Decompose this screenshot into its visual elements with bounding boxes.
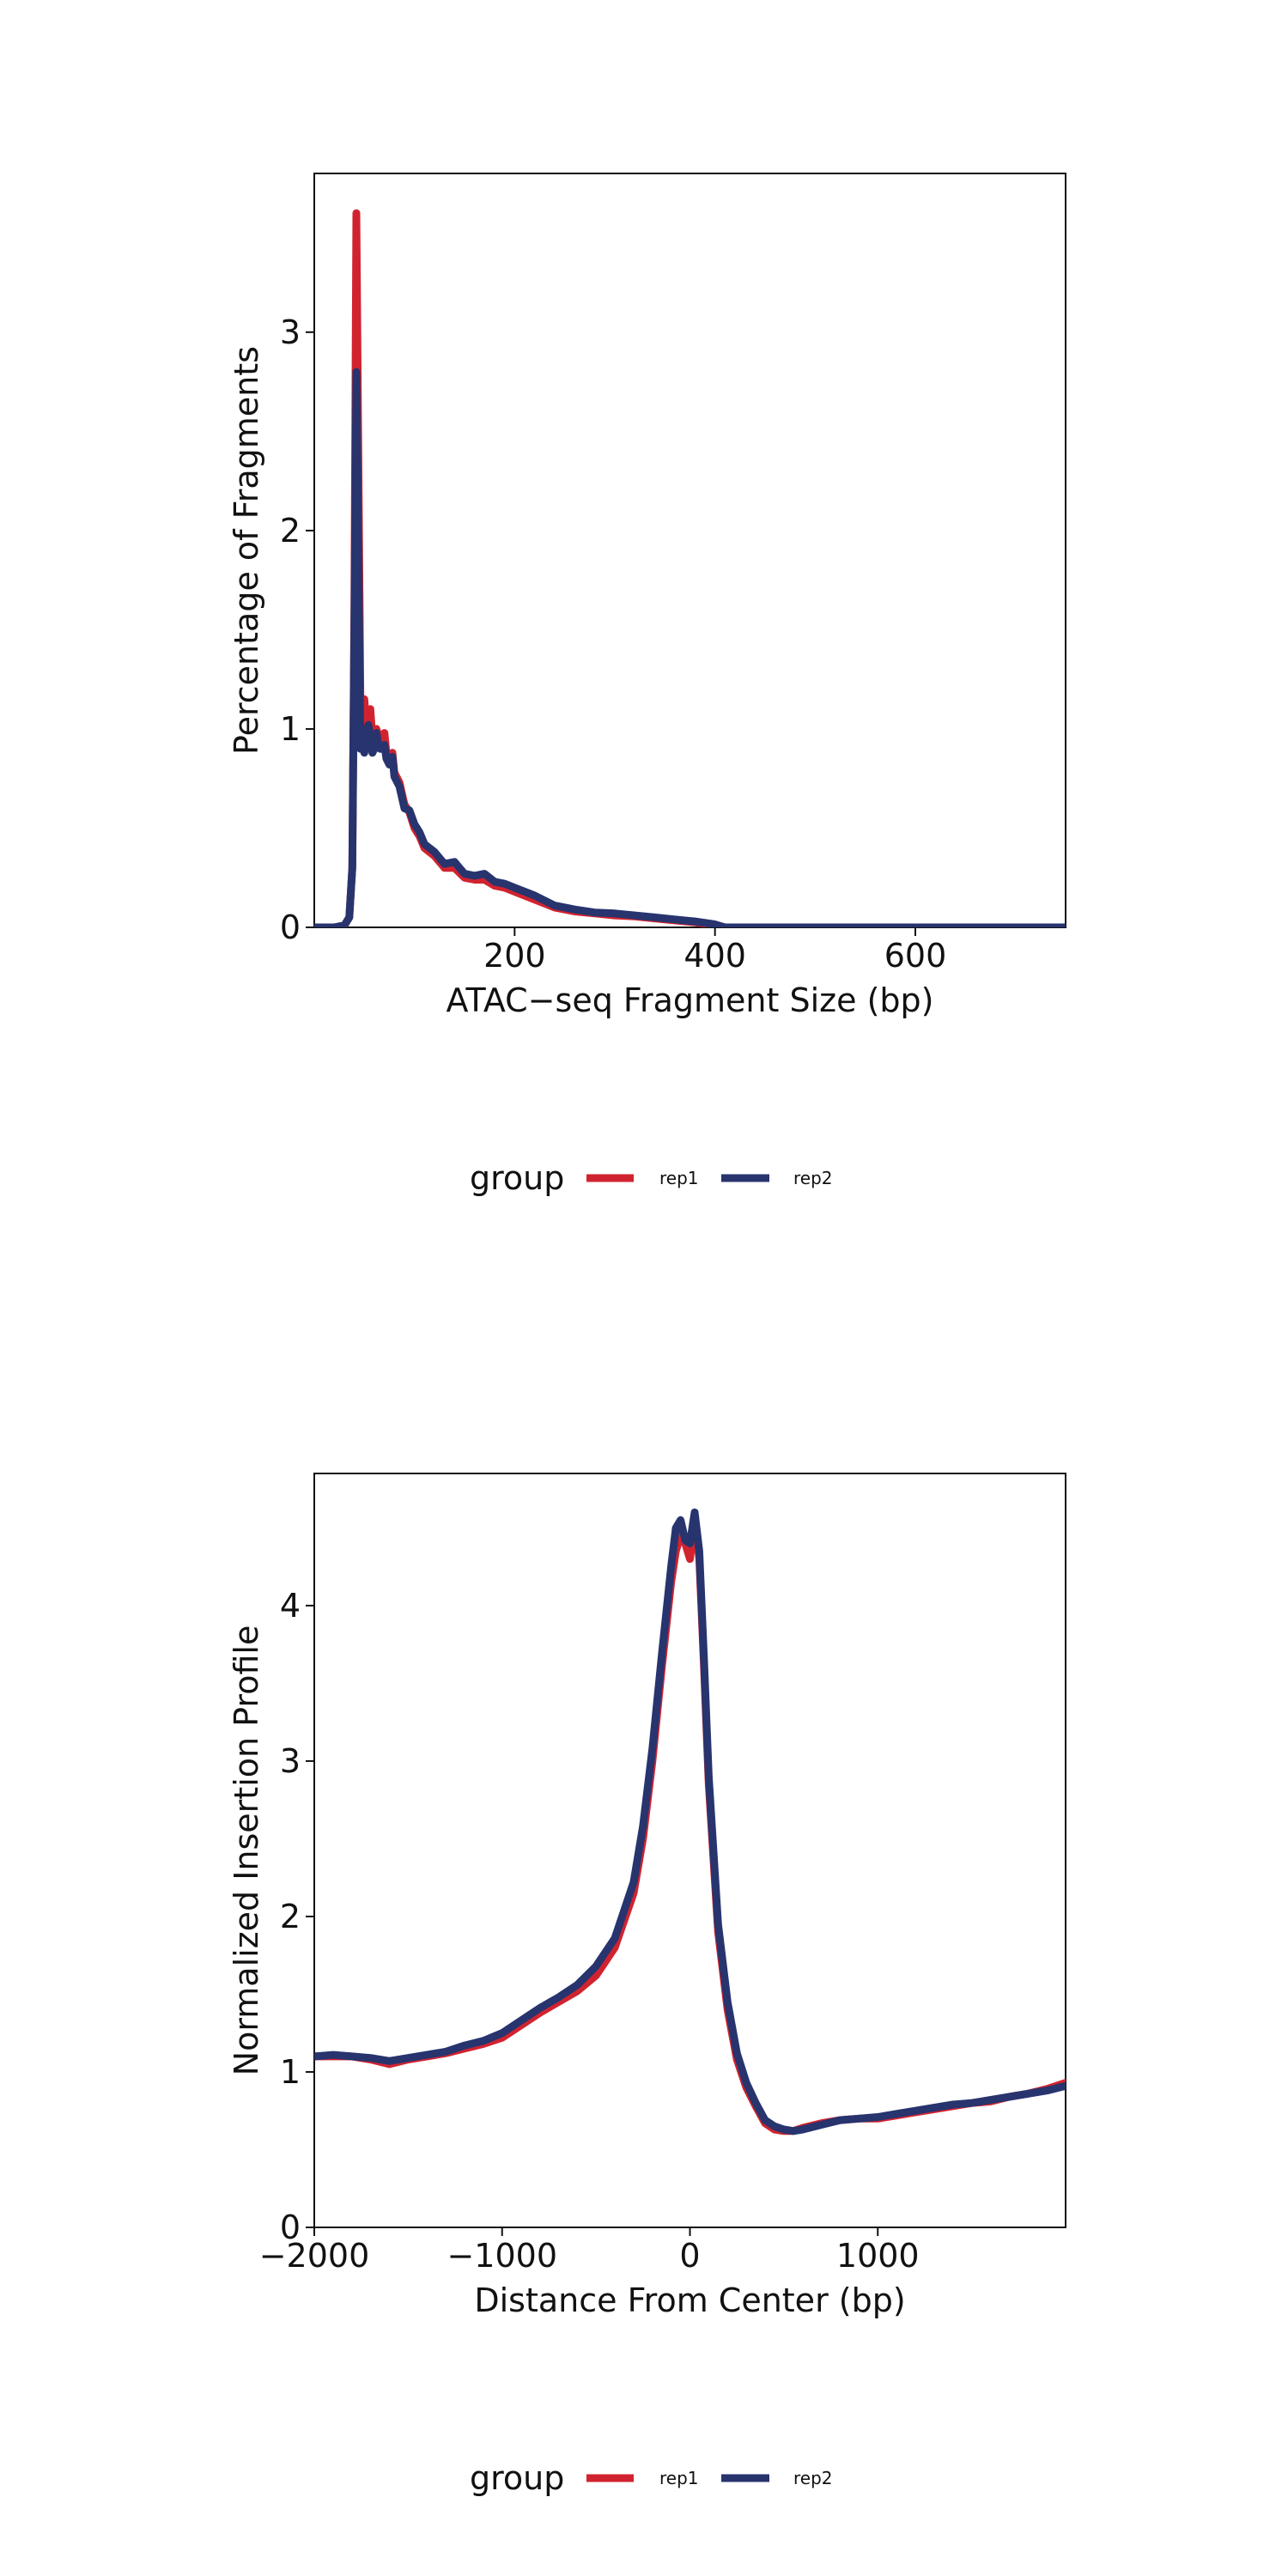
y-tick-label: 1 xyxy=(280,2053,301,2091)
legend-label-rep2: rep2 xyxy=(793,2468,833,2488)
y-tick-label: 0 xyxy=(280,2208,301,2246)
x-tick-label: 1000 xyxy=(836,2237,920,2275)
x-tick-label: −1000 xyxy=(447,2237,557,2275)
x-axis-ticks: −2000 −1000 0 1000 xyxy=(259,2227,920,2275)
insertion-profile-chart: 0 1 2 3 4 −2000 −1000 0 1000 Distance From Cent… xyxy=(228,1473,1066,2497)
y-tick-label: 2 xyxy=(280,512,301,550)
y-tick-label: 0 xyxy=(280,908,301,946)
x-tick-label: 0 xyxy=(679,2237,700,2275)
x-axis-title: ATAC−seq Fragment Size (bp) xyxy=(447,981,934,1019)
fragment-size-chart: 0 1 2 3 200 400 600 ATAC−seq Fragment Size (b… xyxy=(228,173,1066,1197)
x-axis-title: Distance From Center (bp) xyxy=(474,2281,905,2319)
y-axis-title: Percentage of Fragments xyxy=(228,346,265,755)
series-line-rep2 xyxy=(314,1508,1066,2136)
legend-label-rep1: rep1 xyxy=(659,1168,699,1188)
plot-frame xyxy=(313,1473,1066,2228)
series-lines xyxy=(314,1508,1066,2136)
y-axis-ticks: 0 1 2 3 xyxy=(280,313,314,946)
series-line-rep2 xyxy=(314,368,1066,927)
series-line-rep1 xyxy=(314,1516,1066,2136)
legend-title: group xyxy=(470,1159,564,1197)
legend-label-rep2: rep2 xyxy=(793,1168,833,1188)
y-axis-title: Normalized Insertion Profile xyxy=(228,1625,265,2076)
y-tick-label: 3 xyxy=(280,313,301,351)
x-tick-label: 600 xyxy=(884,937,947,975)
plot-frame xyxy=(313,173,1066,928)
series-lines xyxy=(314,209,1066,927)
y-tick-label: 1 xyxy=(280,710,301,748)
legend-title: group xyxy=(470,2459,564,2497)
y-tick-label: 3 xyxy=(280,1742,301,1780)
y-tick-label: 4 xyxy=(280,1587,301,1625)
y-tick-label: 2 xyxy=(280,1898,301,1935)
x-tick-label: 400 xyxy=(683,937,746,975)
legend: group rep1 rep2 xyxy=(470,1159,833,1197)
x-tick-label: −2000 xyxy=(259,2237,370,2275)
x-tick-label: 200 xyxy=(483,937,546,975)
y-axis-ticks: 0 1 2 3 4 xyxy=(280,1587,314,2246)
x-axis-ticks: 200 400 600 xyxy=(483,927,946,975)
series-line-rep1 xyxy=(314,209,1066,927)
legend: group rep1 rep2 xyxy=(470,2459,833,2497)
legend-label-rep1: rep1 xyxy=(659,2468,699,2488)
